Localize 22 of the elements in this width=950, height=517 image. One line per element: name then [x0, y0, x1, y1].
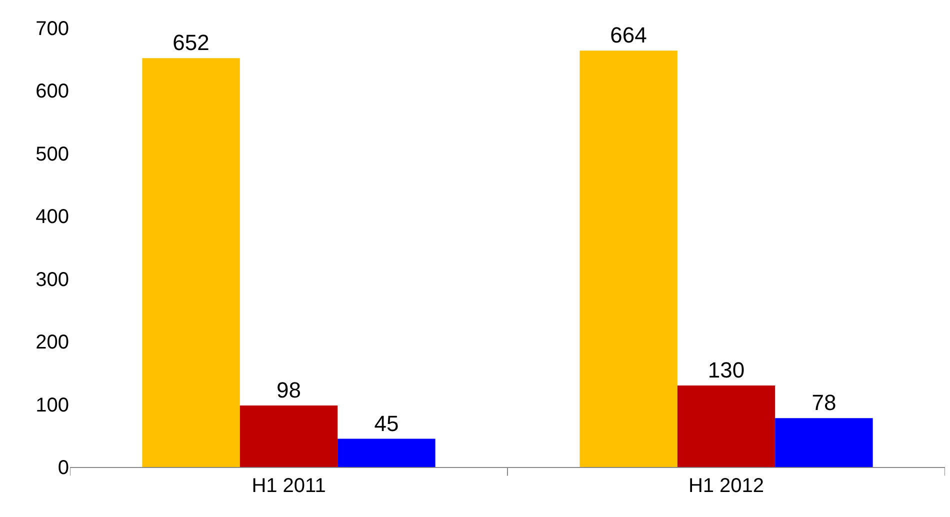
data-label: 130 — [708, 357, 745, 382]
x-tick-label: H1 2011 — [252, 475, 326, 497]
data-label: 45 — [374, 410, 399, 436]
y-tick-label: 600 — [36, 80, 69, 103]
data-label: 98 — [276, 378, 301, 403]
x-tick-label: H1 2012 — [688, 475, 764, 497]
bar — [775, 418, 873, 467]
y-tick-label: 500 — [36, 143, 69, 166]
y-tick-label: 200 — [36, 332, 69, 354]
bar — [677, 385, 776, 467]
data-label: 664 — [610, 22, 647, 48]
bar — [580, 50, 678, 467]
bar — [338, 438, 436, 467]
y-tick-label: 400 — [36, 206, 69, 228]
bar — [240, 406, 338, 467]
y-tick-label: 100 — [36, 394, 69, 416]
bar — [142, 58, 240, 467]
data-label: 78 — [812, 390, 836, 416]
y-tick-label: 300 — [36, 268, 69, 291]
y-tick-label: 700 — [36, 18, 69, 40]
data-label: 652 — [172, 30, 210, 56]
y-tick-label: 0 — [58, 457, 69, 479]
